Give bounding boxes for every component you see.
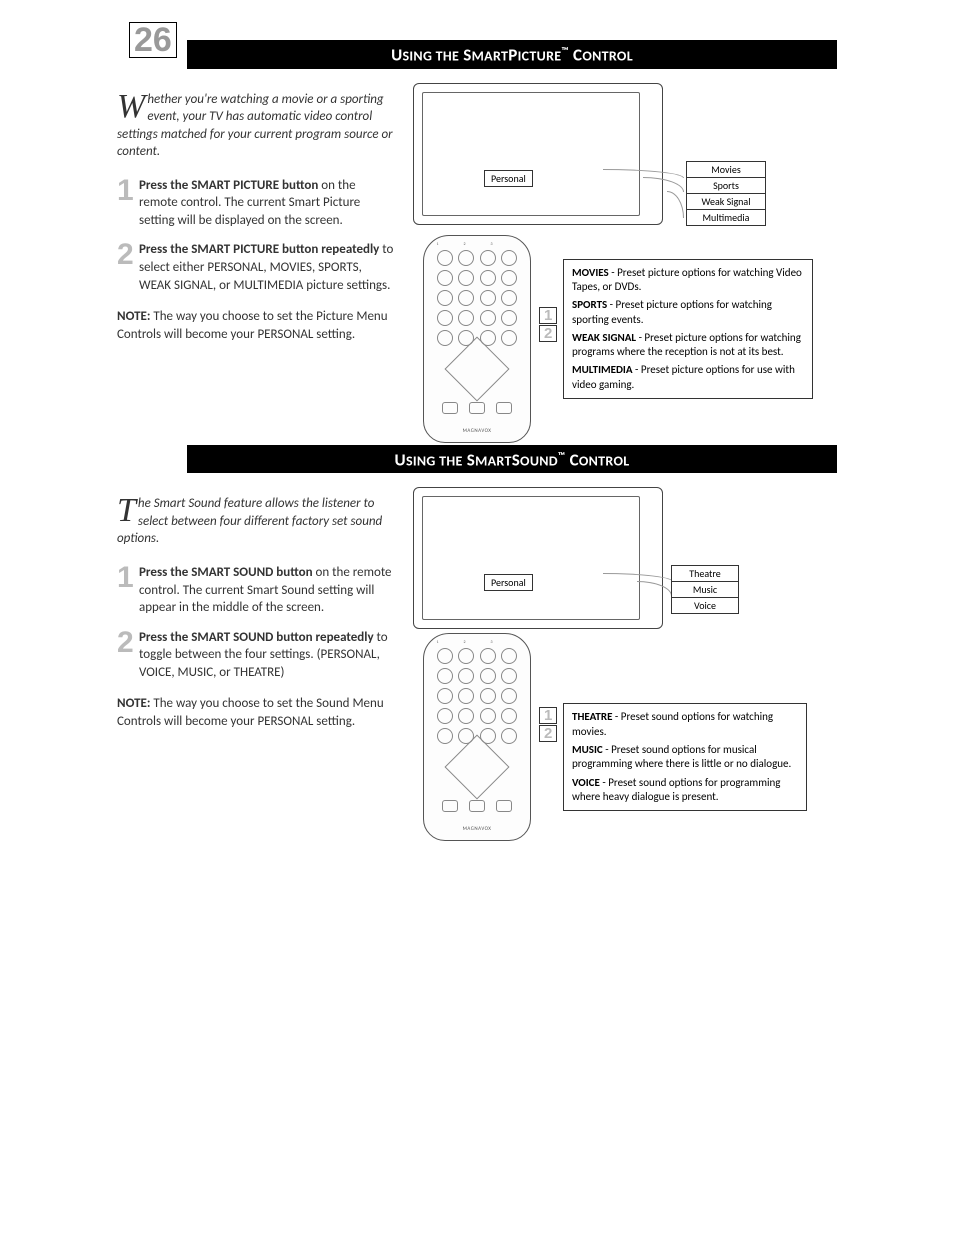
section2-header: USING THE SMARTSOUND™ CONTROL	[117, 445, 837, 474]
dropcap: T	[117, 497, 136, 526]
tv-label-personal: Personal	[484, 574, 533, 591]
menu-item-multimedia: Multimedia	[686, 209, 766, 226]
sound-menu-list: Theatre Music Voice	[671, 565, 739, 613]
picture-menu-list: Movies Sports Weak Signal Multimedia	[686, 161, 766, 225]
section2-step-1: 1 Press the SMART SOUND button on the re…	[117, 564, 395, 617]
page-number: 26	[129, 22, 177, 58]
section2-step-2: 2 Press the SMART SOUND button repeatedl…	[117, 629, 395, 682]
step-number: 2	[117, 241, 139, 294]
section1-intro: Whether you're watching a movie or a spo…	[117, 91, 395, 161]
section1-note: NOTE: The way you choose to set the Pict…	[117, 308, 395, 343]
section2-body: The Smart Sound feature allows the liste…	[117, 487, 837, 847]
section1-step-1: 1 Press the SMART PICTURE button on the …	[117, 177, 395, 230]
tv-illustration: Personal	[413, 487, 663, 629]
menu-item-movies: Movies	[686, 161, 766, 178]
remote-illustration: 123 MAGNAVOX	[423, 235, 531, 443]
document-page: 26 USING THE SMARTPICTURE™ CONTROL Wheth…	[117, 0, 837, 1047]
step-number: 1	[117, 564, 139, 617]
section2-text-column: The Smart Sound feature allows the liste…	[117, 487, 395, 847]
callout-2: 2	[539, 725, 557, 742]
section2-title: USING THE SMARTSOUND™ CONTROL	[187, 445, 837, 474]
section2-note: NOTE: The way you choose to set the Soun…	[117, 695, 395, 730]
section1-body: Whether you're watching a movie or a spo…	[117, 83, 837, 423]
tv-illustration: Personal	[413, 83, 663, 225]
callout-1: 1	[539, 707, 557, 724]
remote-illustration: 123 MAGNAVOX	[423, 633, 531, 841]
menu-item-weak-signal: Weak Signal	[686, 193, 766, 210]
tv-label-personal: Personal	[484, 170, 533, 187]
section1-step-2: 2 Press the SMART PICTURE button repeate…	[117, 241, 395, 294]
step-number: 2	[117, 629, 139, 682]
menu-item-music: Music	[671, 581, 739, 598]
section1-text-column: Whether you're watching a movie or a spo…	[117, 83, 395, 423]
section2-diagram: Personal Theatre Music Voice 123	[413, 487, 837, 847]
sound-definitions: THEATRE - Preset sound options for watch…	[563, 703, 807, 811]
section1-header: 26 USING THE SMARTPICTURE™ CONTROL	[117, 40, 837, 69]
remote-brand: MAGNAVOX	[424, 826, 530, 832]
step-number: 1	[117, 177, 139, 230]
section2-intro: The Smart Sound feature allows the liste…	[117, 495, 395, 548]
menu-item-theatre: Theatre	[671, 565, 739, 582]
menu-item-voice: Voice	[671, 597, 739, 614]
section1-diagram: Personal Movies Sports Weak Signal Multi…	[413, 83, 837, 423]
callout-1: 1	[539, 307, 557, 324]
section1-title: USING THE SMARTPICTURE™ CONTROL	[187, 40, 837, 69]
menu-item-sports: Sports	[686, 177, 766, 194]
dropcap: W	[117, 93, 145, 122]
remote-brand: MAGNAVOX	[424, 428, 530, 434]
callout-2: 2	[539, 325, 557, 342]
picture-definitions: MOVIES - Preset picture options for watc…	[563, 259, 813, 399]
